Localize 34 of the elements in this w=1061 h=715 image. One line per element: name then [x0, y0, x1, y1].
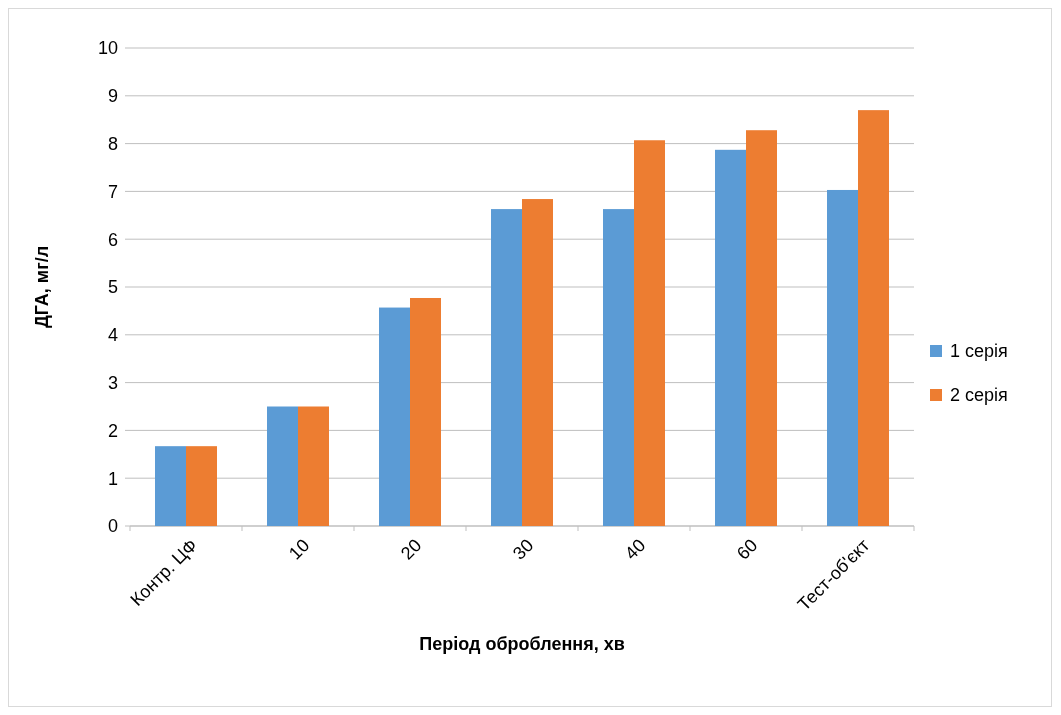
- bar: [298, 406, 329, 526]
- y-tick-label: 5: [107, 277, 118, 298]
- y-tick-label: 1: [107, 468, 118, 489]
- legend-label: 1 серія: [950, 341, 1008, 362]
- x-tick-label: 30: [508, 535, 538, 564]
- bar: [186, 446, 217, 526]
- bar: [827, 189, 858, 526]
- bar: [410, 297, 441, 526]
- bar: [267, 406, 298, 526]
- y-tick-label: 0: [107, 516, 118, 537]
- bar: [603, 209, 634, 526]
- x-tick-label: 20: [396, 535, 426, 564]
- y-tick-label: 4: [107, 325, 118, 346]
- bar: [155, 446, 186, 526]
- bar: [379, 307, 410, 526]
- x-tick-label: 10: [284, 535, 314, 564]
- x-axis-title: Період оброблення, хв: [419, 634, 625, 654]
- bar: [491, 209, 522, 526]
- bar: [746, 130, 777, 526]
- y-tick-label: 8: [107, 133, 118, 154]
- y-tick-label: 7: [107, 181, 118, 202]
- y-tick-label: 3: [107, 372, 118, 393]
- legend-label: 2 серія: [950, 385, 1008, 406]
- bar: [522, 199, 553, 526]
- y-tick-label: 2: [107, 420, 118, 441]
- bar: [634, 140, 665, 526]
- y-tick-label: 6: [107, 229, 118, 250]
- x-tick-label: 40: [620, 535, 650, 564]
- bar: [715, 149, 746, 526]
- y-axis-title: ДГА, мг/л: [32, 245, 52, 329]
- x-tick-label: 60: [732, 535, 762, 564]
- y-tick-label: 10: [97, 38, 118, 59]
- bar: [858, 110, 889, 526]
- y-tick-label: 9: [107, 86, 118, 107]
